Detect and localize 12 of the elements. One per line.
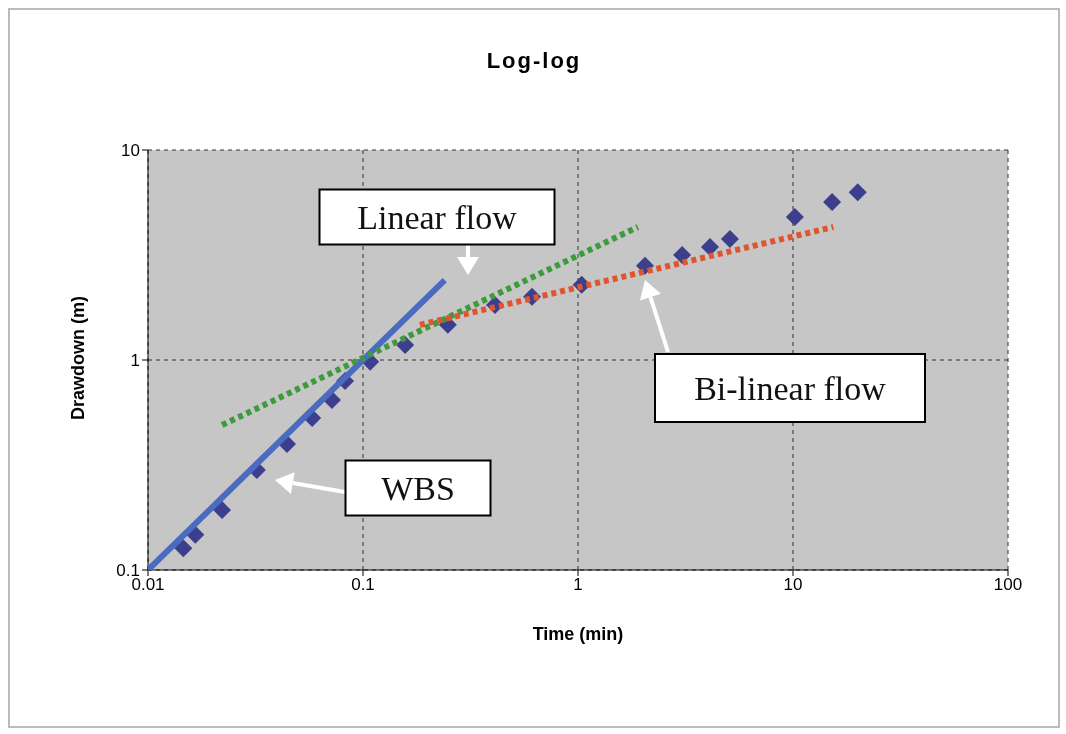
x-tick-label: 0.1 [351,575,375,595]
x-tick-label: 100 [993,575,1023,595]
x-axis-title: Time (min) [532,624,624,644]
annotation: Linear flow [357,199,518,236]
annotation: Bi-linear flow [694,370,887,407]
y-axis-title: Drawdown (m) [68,296,89,420]
x-tick-label: 1 [573,575,583,595]
y-tick-label: 1 [130,351,140,371]
chart-title: Log-log [485,48,583,74]
annotation: WBS [381,470,455,507]
x-tick-label: 10 [783,575,803,595]
y-tick-label: 10 [121,141,140,161]
